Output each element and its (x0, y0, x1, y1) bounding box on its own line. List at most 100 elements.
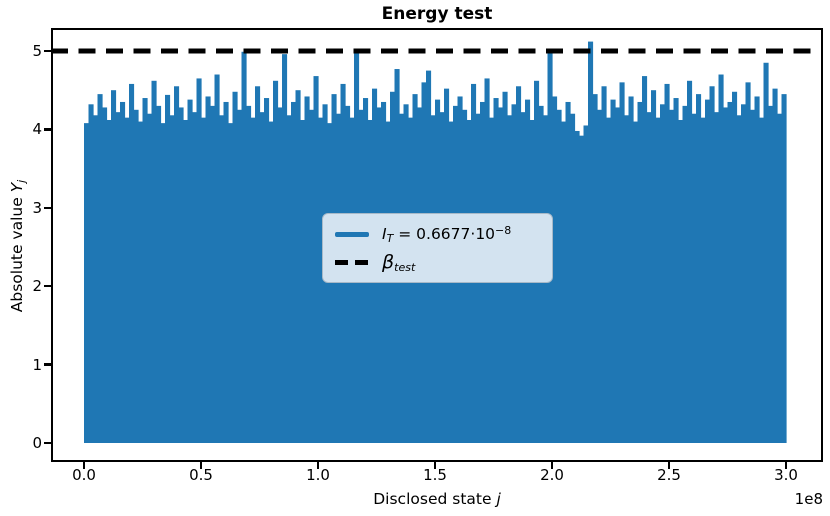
legend-dash-segment (335, 259, 348, 265)
legend-series-value: = 0.6677·10 (393, 224, 496, 243)
stem-bar (313, 76, 319, 443)
y-tick-label: 4 (32, 120, 42, 139)
stem-bar (165, 94, 171, 444)
legend-beta-sub: test (394, 260, 416, 274)
stem-bar (637, 101, 643, 444)
stem-bar (678, 119, 684, 444)
x-tick-mark (316, 462, 320, 469)
stem-bar (187, 99, 193, 444)
x-tick-mark (784, 462, 788, 469)
stem-bar (286, 115, 292, 443)
stem-bar (777, 113, 783, 443)
stem-bar (250, 117, 256, 443)
stem-bar (309, 109, 315, 444)
stem-bar (183, 119, 189, 444)
stem-bar (237, 109, 243, 444)
legend-line-swatch (335, 231, 369, 237)
stem-bar (259, 112, 265, 444)
y-tick-mark (44, 363, 51, 366)
legend-item-threshold: βtest (335, 250, 540, 274)
stem-bar (201, 117, 207, 443)
stem-bar (619, 82, 625, 444)
stem-bar (295, 90, 301, 443)
x-axis-label: Disclosed state j (307, 488, 567, 510)
y-axis-label: Absolute value Yj (6, 166, 28, 326)
x-tick-label: 3.0 (774, 466, 798, 484)
stem-bar (84, 123, 90, 443)
stem-bar (772, 88, 778, 443)
stem-bar (597, 109, 603, 444)
stem-bar (736, 115, 742, 443)
x-tick-label: 1.0 (306, 466, 330, 484)
stem-bar (615, 107, 621, 443)
stem-bar (642, 76, 648, 443)
stem-bar (574, 130, 580, 443)
stem-bar (570, 113, 576, 443)
stem-bar (781, 94, 787, 444)
y-tick-label: 5 (32, 42, 42, 60)
stem-bar (660, 104, 666, 443)
x-tick-mark (82, 462, 86, 469)
stem-bar (714, 112, 720, 444)
stem-bar (673, 98, 679, 443)
legend: IT = 0.6677·10−8 βtest (322, 213, 553, 283)
legend-item-threshold-label: βtest (382, 251, 415, 274)
stem-bar (205, 96, 211, 443)
legend-series-exponent: −8 (495, 223, 512, 237)
stem-bar (705, 99, 711, 444)
stem-bar (88, 104, 94, 443)
stem-bar (264, 98, 270, 443)
stem-bar (696, 94, 702, 444)
stem-bar (228, 123, 234, 443)
stem-bar (93, 115, 99, 443)
stem-bar (232, 91, 238, 443)
stem-bar (709, 86, 715, 443)
y-tick-mark (44, 284, 51, 288)
stem-bar (732, 91, 738, 443)
stem-bar (214, 74, 220, 443)
stem-bar (120, 101, 126, 444)
stem-bar (147, 113, 153, 443)
stem-bar (763, 62, 769, 443)
stem-bar (142, 98, 148, 443)
stem-bar (754, 96, 760, 443)
stem-bar (628, 96, 634, 443)
y-tick-mark (44, 206, 51, 210)
stem-bar (268, 121, 274, 443)
x-tick-label: 0.0 (72, 466, 96, 484)
x-tick-mark (550, 462, 554, 469)
stem-bar (156, 105, 162, 443)
stem-bar (304, 96, 310, 443)
y-tick-mark (44, 441, 51, 445)
legend-dash-swatch (335, 259, 369, 265)
stem-bar (561, 121, 567, 443)
stem-bar (741, 104, 747, 443)
stem-bar (124, 117, 130, 443)
stem-bar (745, 82, 751, 444)
stem-bar (655, 117, 661, 443)
stem-bar (664, 83, 670, 444)
stem-bar (556, 109, 562, 444)
stem-bar (669, 109, 675, 444)
stem-bar (565, 101, 571, 444)
x-tick-mark (199, 462, 203, 469)
stem-bar (759, 117, 765, 443)
stem-bar (241, 51, 247, 443)
y-tick-mark (44, 128, 51, 131)
x-tick-label: 1.5 (423, 466, 447, 484)
stem-bar (601, 86, 607, 443)
stem-bar (196, 78, 202, 443)
chart-title: Energy test (381, 4, 493, 24)
stem-bar (115, 112, 121, 444)
stem-bar (291, 101, 297, 444)
stem-bar (723, 107, 729, 443)
stem-bar (318, 117, 324, 443)
stem-bar (192, 112, 198, 444)
stem-bar (579, 135, 585, 444)
x-axis-label-var: j (496, 490, 501, 508)
stem-bar (691, 113, 697, 443)
stem-bar (174, 86, 180, 443)
stem-bar (178, 107, 184, 443)
stem-bar (682, 105, 688, 443)
x-tick-label: 2.0 (540, 466, 564, 484)
